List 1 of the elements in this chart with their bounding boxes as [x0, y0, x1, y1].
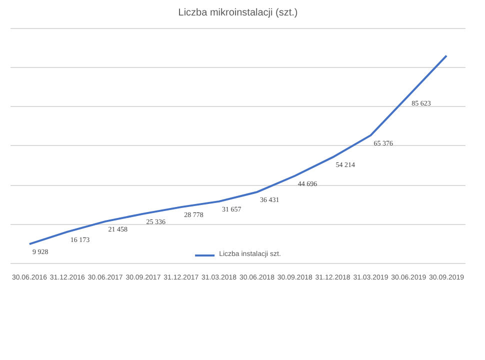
chart-title: Liczba mikroinstalacji (szt.) [178, 8, 298, 18]
